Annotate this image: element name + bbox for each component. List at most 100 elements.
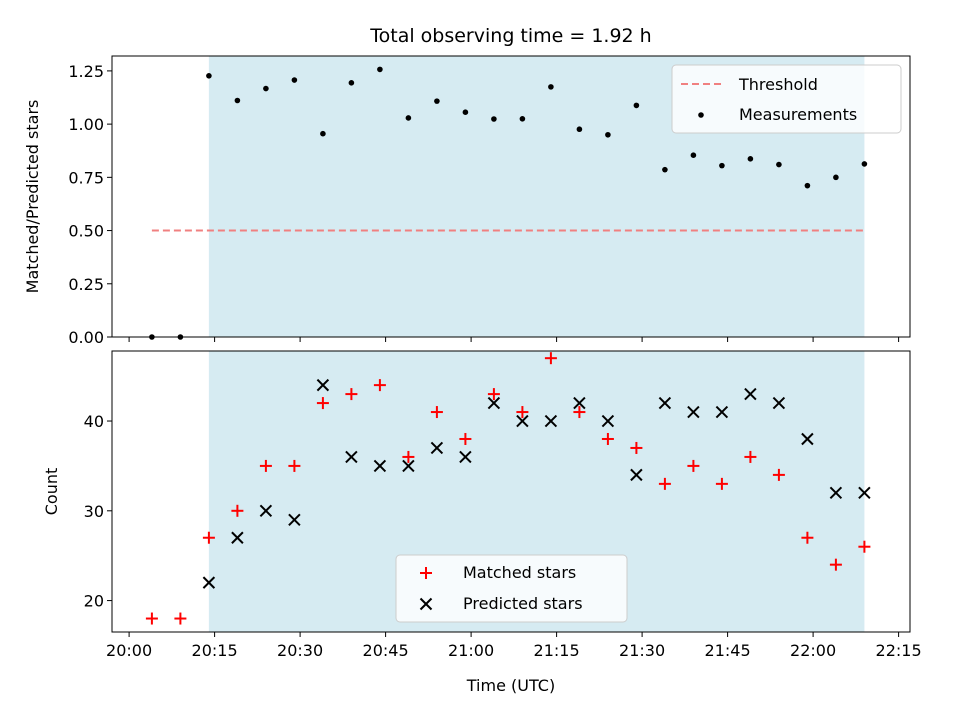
matched-stars-point [288, 459, 301, 472]
measurement-point [405, 115, 412, 121]
measurement-point [234, 97, 241, 104]
measurement-point [263, 85, 269, 92]
matched-stars-point [174, 612, 187, 625]
legend-plus-marker [420, 567, 432, 579]
bottom-y-tick-label: 40 [84, 412, 104, 431]
top-legend: Threshold Measurements [671, 64, 902, 134]
top-y-tick-label: 1.25 [68, 62, 104, 81]
matched-stars-point [145, 612, 158, 625]
bottom-y-tick-label: 30 [84, 502, 104, 521]
predicted-stars-point [601, 414, 615, 428]
legend-predicted-label: Predicted stars [463, 594, 583, 613]
matched-stars-point [829, 558, 842, 571]
x-tick-label: 22:15 [876, 641, 922, 660]
top-axes-frame [111, 55, 911, 338]
measurement-point [861, 161, 868, 167]
bottom-series [145, 352, 871, 625]
measurements-series [149, 66, 868, 340]
matched-stars-point [516, 406, 529, 419]
predicted-stars-point [715, 405, 729, 419]
measurement-point [833, 174, 839, 181]
matched-stars-point [658, 477, 671, 490]
top-y-tick-label: 0.75 [68, 168, 104, 187]
bottom-legend: Matched stars Predicted stars [395, 554, 628, 623]
predicted-stars-point [801, 432, 814, 446]
predicted-stars-point [772, 396, 786, 410]
bottom-y-axis: 20 30 40 [84, 412, 112, 611]
matched-stars-point [402, 450, 415, 463]
x-axis-label: Time (UTC) [466, 676, 555, 695]
measurement-point [377, 66, 383, 73]
matched-stars-point [345, 388, 358, 401]
matched-stars-point [772, 468, 785, 481]
measurement-point [633, 102, 640, 109]
x-tick-label: 20:00 [106, 641, 152, 660]
matched-stars-point [487, 388, 500, 401]
measurement-point [690, 152, 697, 159]
measurement-point [776, 161, 782, 168]
bottom-x-axis: 20:00 20:15 20:30 20:45 21:00 21:15 21:30 21:45… [106, 632, 922, 660]
matched-stars-point [459, 432, 472, 445]
matched-stars-point [601, 432, 614, 445]
bottom-panel: 20 30 40 20:00 20:15 20:30 20:45 21:00 21:15 21:… [42, 350, 922, 695]
predicted-stars-point [202, 576, 216, 589]
bottom-legend-box [395, 554, 628, 623]
predicted-stars-point [345, 450, 358, 464]
x-tick-label: 20:45 [363, 641, 409, 660]
predicted-stars-point [658, 396, 672, 410]
predicted-stars-point [231, 531, 244, 544]
measurement-point [348, 80, 355, 86]
predicted-stars-point [858, 486, 871, 500]
matched-stars-point [687, 459, 700, 472]
x-tick-label: 22:00 [790, 641, 836, 660]
matched-stars-point [202, 531, 215, 544]
matched-stars-point [316, 397, 329, 410]
matched-stars-point [231, 504, 244, 517]
predicted-stars-point [744, 387, 757, 401]
top-y-tick-label: 1.00 [68, 115, 104, 134]
measurement-point [462, 109, 469, 115]
top-y-axis-label: Matched/Predicted stars [23, 100, 42, 294]
measurement-point [206, 72, 212, 79]
measurement-point [291, 77, 298, 83]
legend-measurements-swatch [698, 112, 704, 118]
predicted-stars-point [544, 414, 558, 428]
predicted-stars-point [430, 441, 444, 455]
legend-x-marker [419, 597, 433, 611]
measurement-point [548, 84, 554, 90]
chart-title: Total observing time = 1.92 h [369, 25, 651, 47]
matched-stars-point [715, 477, 728, 490]
top-x-ticks [128, 337, 900, 342]
predicted-stars-point [687, 405, 700, 419]
measurement-point [491, 116, 497, 122]
x-tick-label: 21:30 [619, 641, 665, 660]
measurement-point [605, 131, 611, 138]
bottom-y-tick-label: 20 [84, 592, 104, 611]
measurement-point [747, 156, 754, 162]
predicted-stars-point [516, 414, 529, 428]
x-tick-label: 20:30 [277, 641, 323, 660]
measurement-point [434, 98, 440, 104]
measurement-point [519, 115, 526, 122]
matched-stars-point [801, 531, 814, 544]
x-tick-label: 21:15 [534, 641, 580, 660]
predicted-stars-point [573, 396, 586, 410]
x-tick-label: 21:00 [448, 641, 494, 660]
top-y-tick-label: 0.50 [68, 222, 104, 241]
legend-measurements-label: Measurements [739, 105, 857, 124]
matched-stars-point [259, 459, 272, 472]
predicted-stars-point [288, 513, 301, 526]
legend-predicted-swatch [419, 597, 433, 611]
matched-stars-point [373, 379, 386, 392]
predicted-stars-point [487, 396, 501, 410]
measurement-point [804, 182, 811, 189]
top-y-axis: 0.00 0.25 0.50 0.75 1.00 1.25 [68, 62, 112, 347]
matched-stars-point [858, 540, 871, 553]
predicted-stars-point [829, 486, 843, 500]
top-legend-box [671, 64, 902, 134]
matched-stars-point [430, 406, 443, 419]
measurement-point [576, 126, 583, 133]
top-panel: 0.00 0.25 0.50 0.75 1.00 1.25 Matched/Predict… [23, 55, 911, 347]
legend-matched-swatch [420, 567, 432, 579]
predicted-stars-point [459, 450, 472, 464]
